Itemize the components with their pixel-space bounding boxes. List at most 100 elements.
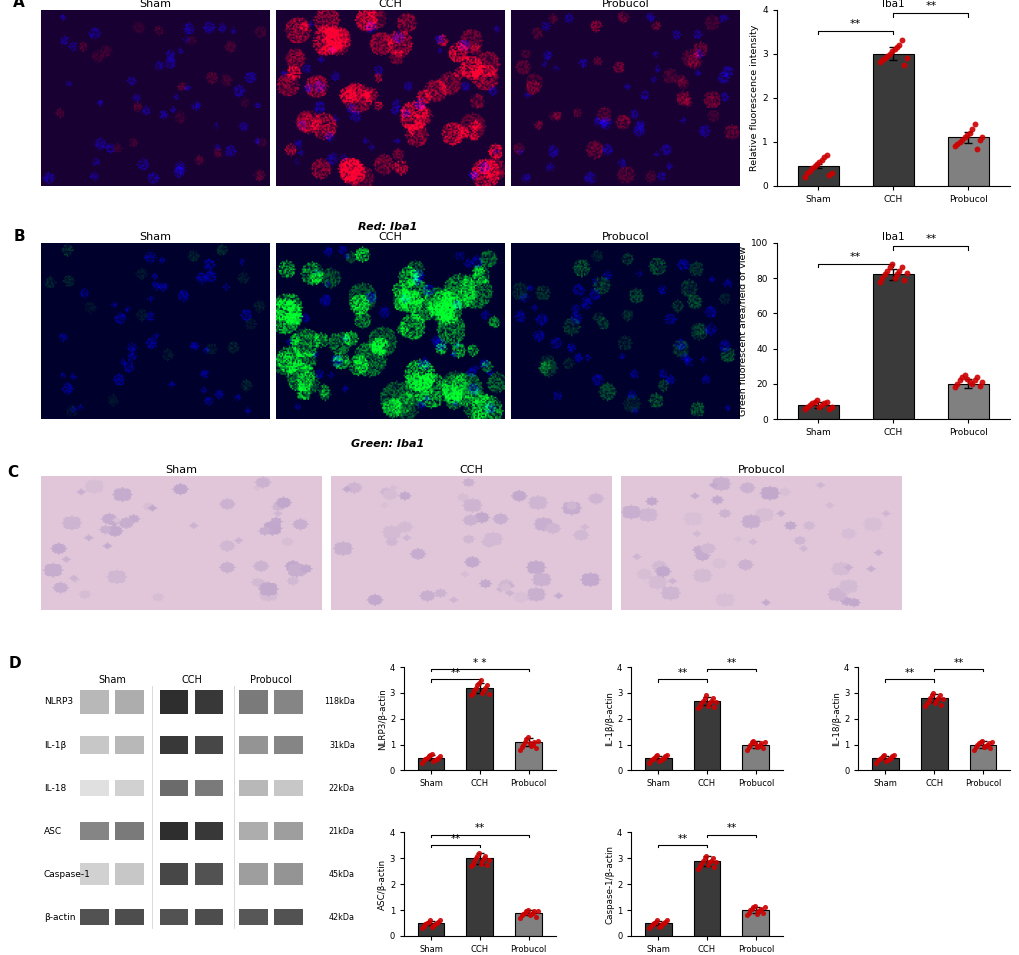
Point — [466, 683, 482, 698]
Point — [886, 270, 902, 286]
Bar — [947, 384, 988, 419]
Point — [891, 37, 907, 53]
Point — [898, 265, 914, 281]
Point — [871, 54, 888, 70]
Point — [699, 698, 715, 713]
Point — [419, 915, 435, 930]
Point — [743, 902, 759, 917]
Point — [886, 42, 902, 57]
Bar — [160, 909, 189, 925]
Bar — [238, 690, 267, 714]
Bar — [920, 698, 947, 771]
Bar — [115, 821, 144, 840]
Point — [474, 686, 490, 701]
Point — [813, 397, 829, 413]
Bar — [81, 780, 109, 796]
Point — [513, 907, 529, 923]
Text: D: D — [9, 656, 21, 671]
Point — [970, 132, 986, 147]
Point — [875, 266, 892, 282]
Point — [420, 914, 436, 929]
Point — [752, 902, 768, 917]
Point — [705, 699, 721, 714]
Point — [656, 914, 673, 929]
Point — [953, 370, 969, 385]
Text: 21kDa: 21kDa — [328, 826, 355, 836]
Point — [974, 739, 990, 754]
Point — [420, 749, 436, 764]
Text: **: ** — [924, 1, 935, 11]
Bar — [742, 910, 768, 936]
Point — [693, 695, 709, 711]
Point — [480, 852, 496, 867]
Point — [946, 138, 962, 154]
Point — [645, 915, 661, 930]
Bar — [742, 745, 768, 771]
Bar — [797, 166, 838, 186]
Bar — [81, 735, 109, 754]
Point — [642, 753, 658, 768]
Point — [820, 401, 837, 416]
Text: **: ** — [450, 668, 461, 678]
Point — [751, 902, 767, 918]
Text: NLRP3: NLRP3 — [44, 697, 73, 707]
Point — [658, 913, 675, 928]
Point — [650, 920, 666, 935]
Point — [644, 917, 660, 932]
Y-axis label: Relative fluorescence intensity: Relative fluorescence intensity — [750, 25, 758, 171]
Text: Caspase-1: Caspase-1 — [44, 870, 91, 879]
Point — [431, 749, 447, 764]
Bar — [115, 780, 144, 796]
Text: IL-1β: IL-1β — [44, 740, 66, 750]
Point — [927, 693, 944, 709]
Point — [642, 918, 658, 933]
Point — [641, 921, 657, 936]
Bar — [515, 913, 542, 936]
Point — [652, 918, 668, 933]
Point — [815, 395, 832, 411]
Point — [475, 683, 491, 698]
Point — [414, 921, 430, 936]
Point — [798, 399, 814, 414]
Point — [475, 851, 491, 866]
Point — [813, 152, 829, 167]
Point — [430, 914, 446, 929]
Point — [754, 905, 770, 921]
Point — [873, 270, 890, 286]
Point — [696, 851, 712, 866]
Point — [796, 170, 812, 185]
Point — [690, 701, 706, 716]
Point — [425, 918, 441, 933]
Point — [516, 905, 532, 921]
Point — [427, 753, 443, 768]
Point — [423, 746, 439, 761]
Text: **: ** — [849, 252, 860, 262]
Title: Probucol: Probucol — [601, 0, 649, 9]
Point — [896, 57, 912, 73]
Text: **: ** — [924, 234, 935, 244]
Bar — [81, 690, 109, 714]
Text: Green: Iba1: Green: Iba1 — [351, 439, 424, 449]
Point — [883, 44, 900, 59]
Bar — [81, 863, 109, 885]
Title: CCH: CCH — [378, 0, 401, 9]
Point — [521, 735, 537, 751]
Point — [518, 903, 534, 919]
Text: B: B — [13, 228, 25, 244]
Point — [428, 752, 444, 767]
Bar — [115, 690, 144, 714]
Point — [464, 686, 480, 701]
Bar — [871, 757, 898, 771]
Bar — [968, 745, 996, 771]
Point — [966, 372, 982, 388]
Text: 42kDa: 42kDa — [328, 913, 355, 922]
Point — [803, 395, 819, 411]
Point — [738, 742, 754, 757]
Point — [888, 266, 904, 282]
Bar — [81, 909, 109, 925]
Point — [891, 264, 907, 279]
Bar — [947, 138, 988, 186]
Point — [653, 917, 669, 932]
Point — [796, 401, 812, 416]
Point — [981, 741, 998, 756]
